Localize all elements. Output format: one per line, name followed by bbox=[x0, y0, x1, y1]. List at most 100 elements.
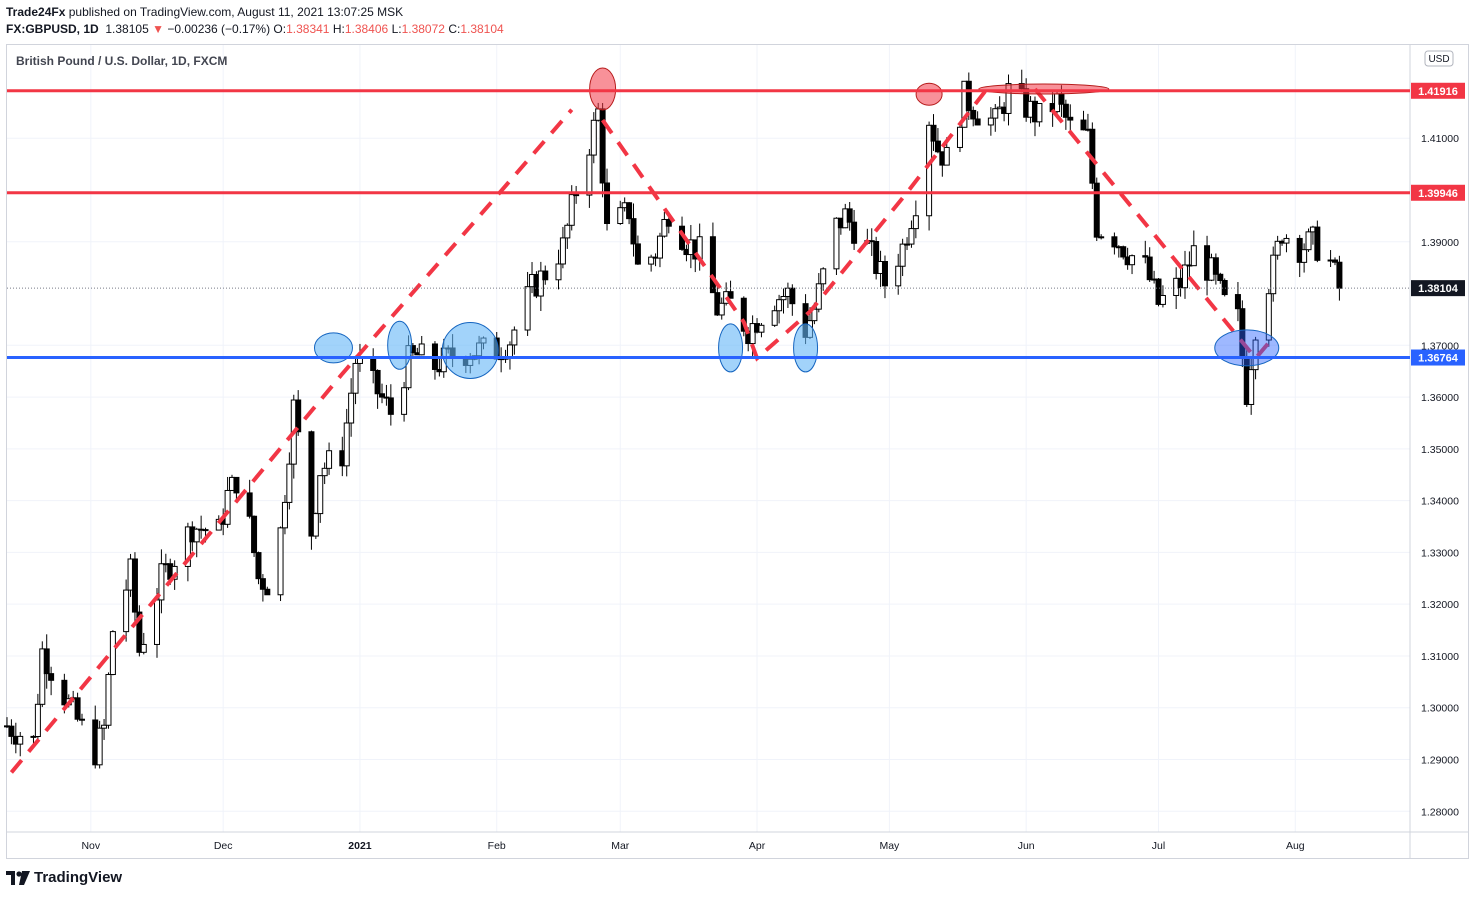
close-label: C: bbox=[448, 22, 461, 36]
y-tick-label: 1.30000 bbox=[1421, 703, 1459, 715]
candle-body bbox=[895, 265, 902, 287]
candle-body bbox=[1212, 257, 1219, 275]
candle-body bbox=[321, 467, 328, 477]
candle-body bbox=[846, 208, 853, 223]
candle-body bbox=[34, 703, 41, 738]
candle-body bbox=[401, 387, 408, 415]
candle-body bbox=[312, 513, 319, 537]
candle-body bbox=[286, 463, 293, 503]
candle-body bbox=[317, 475, 324, 515]
y-tick-label: 1.35000 bbox=[1421, 444, 1459, 456]
candle-body bbox=[815, 283, 822, 310]
levels: 1.41916 1.39946 1.36764 bbox=[7, 82, 1465, 366]
candle-body bbox=[776, 299, 783, 312]
tradingview-logo[interactable]: TradingView bbox=[6, 869, 122, 886]
candle-body bbox=[1062, 103, 1069, 118]
candle-body bbox=[202, 529, 209, 532]
candle-body bbox=[251, 515, 258, 554]
candle-body bbox=[634, 243, 641, 265]
open-label: O: bbox=[273, 22, 287, 36]
resistance-level-label: 1.39946 bbox=[1418, 188, 1458, 200]
x-tick-label: Jul bbox=[1152, 840, 1165, 852]
change-arrow-icon: ▼ bbox=[152, 22, 164, 36]
candle-body bbox=[1314, 226, 1321, 261]
candle-body bbox=[1036, 103, 1043, 123]
ohlc-bar: FX:GBPUSD, 1D 1.38105 ▼ −0.00236 (−0.17%… bbox=[6, 22, 504, 36]
candle-body bbox=[131, 558, 138, 613]
candle-body bbox=[259, 578, 266, 590]
candle-body bbox=[123, 589, 130, 633]
candle-body bbox=[264, 588, 271, 596]
support-touch-marker bbox=[441, 321, 499, 379]
candle-body bbox=[1080, 119, 1087, 131]
x-tick-label: Dec bbox=[214, 840, 233, 852]
y-tick-label: 1.28000 bbox=[1421, 806, 1459, 818]
candle-body bbox=[780, 295, 787, 301]
candle-body bbox=[1159, 294, 1166, 305]
publish-info: Trade24Fx published on TradingView.com, … bbox=[6, 5, 403, 19]
candle-body bbox=[295, 399, 302, 433]
publish-text: published on TradingView.com, August 11,… bbox=[68, 5, 404, 19]
grid bbox=[7, 45, 1410, 832]
y-tick-label: 1.39000 bbox=[1421, 237, 1459, 249]
candle-body bbox=[987, 117, 994, 126]
x-tick-label: Nov bbox=[81, 840, 100, 852]
candle-body bbox=[771, 310, 778, 326]
y-tick-label: 1.32000 bbox=[1421, 599, 1459, 611]
candle-body bbox=[586, 154, 593, 196]
candle-body bbox=[109, 631, 116, 676]
trend-lines bbox=[9, 82, 1271, 774]
candle-body bbox=[727, 291, 734, 299]
candle-body bbox=[881, 260, 888, 287]
candle-body bbox=[1283, 237, 1290, 244]
x-tick-label: May bbox=[879, 840, 900, 852]
candle-body bbox=[974, 118, 981, 126]
candles bbox=[4, 69, 1343, 769]
candle-body bbox=[326, 450, 333, 469]
candle-body bbox=[617, 207, 624, 225]
y-tick-label: 1.34000 bbox=[1421, 496, 1459, 508]
candle-body bbox=[48, 673, 55, 681]
candle-body bbox=[590, 119, 597, 156]
candle-body bbox=[387, 397, 394, 415]
candle-body bbox=[661, 218, 668, 237]
candle-body bbox=[820, 268, 827, 285]
resistance-touch-marker bbox=[915, 82, 943, 106]
chart-frame[interactable] bbox=[6, 44, 1469, 859]
tradingview-logo-icon bbox=[6, 871, 30, 886]
candle-body bbox=[352, 362, 359, 394]
candle-body bbox=[709, 236, 716, 294]
currency-badge-label: USD bbox=[1428, 54, 1449, 65]
candle-body bbox=[992, 108, 999, 119]
candle-body bbox=[943, 146, 950, 166]
candle-body bbox=[1270, 254, 1277, 295]
resistance-level-label: 1.41916 bbox=[1418, 86, 1458, 98]
candle-body bbox=[564, 224, 571, 239]
candle-body bbox=[873, 241, 880, 274]
candle-body bbox=[74, 697, 81, 720]
candle-body bbox=[8, 725, 15, 737]
support-touch-marker bbox=[718, 323, 744, 373]
candle-body bbox=[1146, 256, 1153, 281]
change-value: −0.00236 (−0.17%) bbox=[167, 22, 271, 36]
candle-body bbox=[1005, 83, 1012, 114]
candle-body bbox=[1067, 116, 1074, 121]
candle-body bbox=[39, 648, 46, 705]
candle-body bbox=[758, 324, 765, 333]
candle-body bbox=[343, 422, 350, 467]
candle-body bbox=[140, 643, 147, 653]
trend-line-dashed bbox=[1033, 87, 1271, 362]
candle-body bbox=[255, 552, 262, 580]
candle-body bbox=[956, 126, 963, 148]
candle-body bbox=[1155, 278, 1162, 305]
resistance-touch-marker bbox=[978, 83, 1110, 95]
y-tick-label: 1.41000 bbox=[1421, 133, 1459, 145]
candle-body bbox=[233, 476, 240, 494]
candle-body bbox=[1274, 240, 1281, 256]
candle-body bbox=[1217, 273, 1224, 282]
candle-body bbox=[1129, 255, 1136, 266]
candle-body bbox=[965, 80, 972, 111]
candle-body bbox=[1093, 182, 1100, 238]
candle-body bbox=[308, 431, 315, 537]
